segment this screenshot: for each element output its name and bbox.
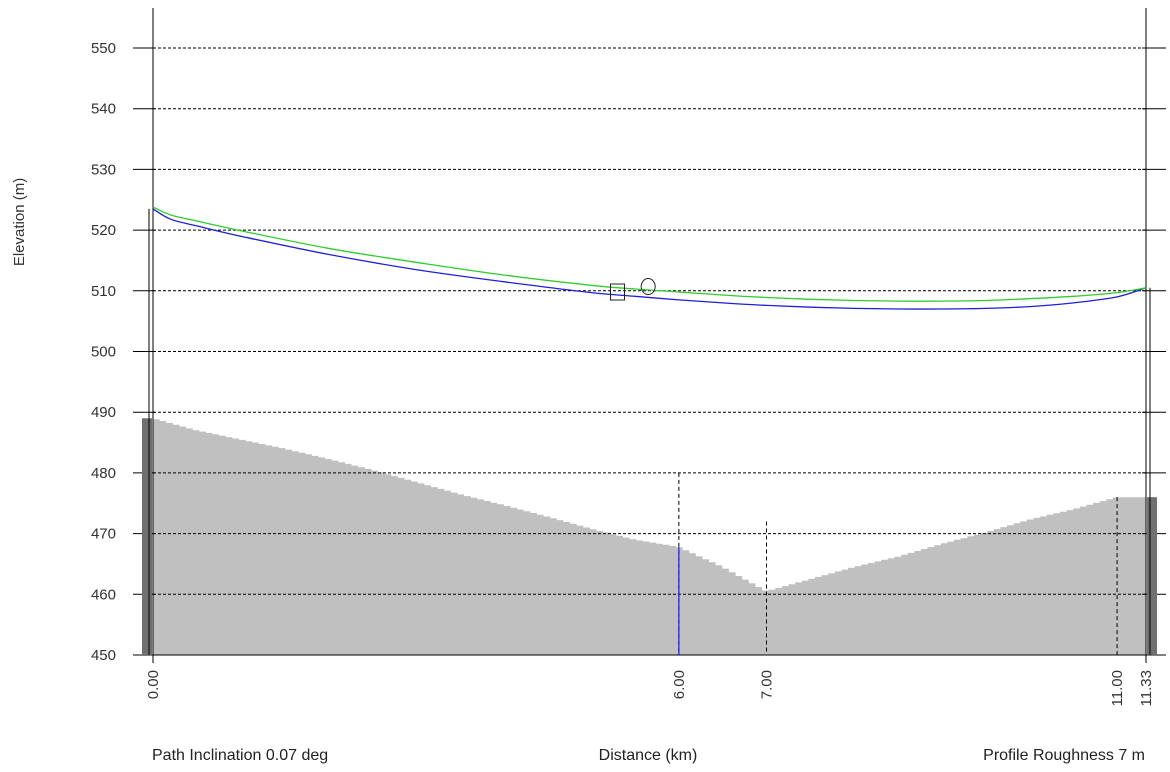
x-tick-label: 6.00 [671,670,688,699]
series-line [152,208,1147,310]
square-marker [610,283,626,301]
y-tick-label: 490 [91,404,116,421]
y-tick-label: 500 [91,344,116,361]
series-layer [152,206,1147,310]
marker-layer [610,278,656,301]
terrain-area [153,419,1146,655]
x-tick-labels: 0.00 6.00 7.00 11.00 11.33 [145,670,1155,706]
x-tick-label: 7.00 [759,670,776,699]
profile-roughness-label: Profile Roughness 7 m [983,747,1145,764]
y-tick-label: 460 [91,586,116,603]
series-line [152,206,1147,302]
circle-marker [640,278,656,296]
path-inclination-label: Path Inclination 0.07 deg [152,747,328,764]
y-axis-label: Elevation (m) [11,178,28,266]
x-tick-label: 0.00 [145,670,162,699]
vertical-marker-layer [678,472,1118,655]
terrain-layer [153,419,1146,655]
grid-layer [133,8,1166,663]
x-tick-label: 11.33 [1138,670,1155,706]
y-tick-label: 450 [91,647,116,664]
x-tick-label: 11.00 [1109,670,1126,706]
y-tick-label: 520 [91,222,116,239]
y-tick-label: 530 [91,161,116,178]
antenna-mast [1147,497,1157,655]
antenna-mast [142,418,152,655]
y-tick-label: 510 [91,283,116,300]
y-tick-label: 480 [91,465,116,482]
y-tick-label: 470 [91,526,116,543]
y-tick-label: 540 [91,101,116,118]
y-tick-labels: 450 460 470 480 490 500 510 520 530 540 550 [91,40,116,664]
y-tick-label: 550 [91,40,116,57]
antenna-layer [142,208,1157,655]
x-axis-label: Distance (km) [599,747,698,764]
